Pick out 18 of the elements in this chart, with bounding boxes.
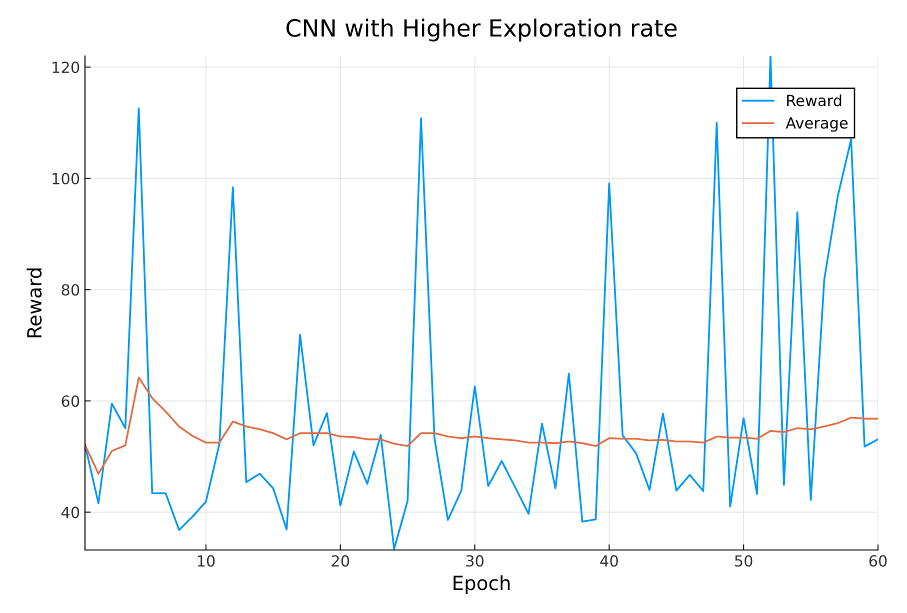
- x-tick-label: 40: [600, 555, 618, 567]
- y-tick-label: 120: [52, 62, 80, 74]
- y-tick-label: 80: [62, 284, 80, 296]
- x-tick-label: 30: [466, 555, 484, 567]
- x-tick-label: 20: [332, 555, 350, 567]
- x-tick-label: 50: [735, 555, 752, 567]
- y-axis-title: Reward: [26, 268, 42, 338]
- legend-label: Average: [786, 117, 848, 132]
- y-tick-label: 100: [52, 172, 80, 184]
- x-tick-label: 60: [869, 555, 887, 567]
- y-tick-label: 40: [61, 506, 80, 518]
- line-series: [85, 376, 878, 475]
- legend-label: Reward: [787, 94, 842, 106]
- x-axis-title: Epoch: [454, 575, 510, 594]
- y-tick-label: 60: [62, 395, 80, 407]
- line-series: [85, 56, 878, 550]
- chart-title: CNN with Higher Exploration rate: [286, 18, 677, 42]
- x-tick-label: 10: [198, 555, 215, 567]
